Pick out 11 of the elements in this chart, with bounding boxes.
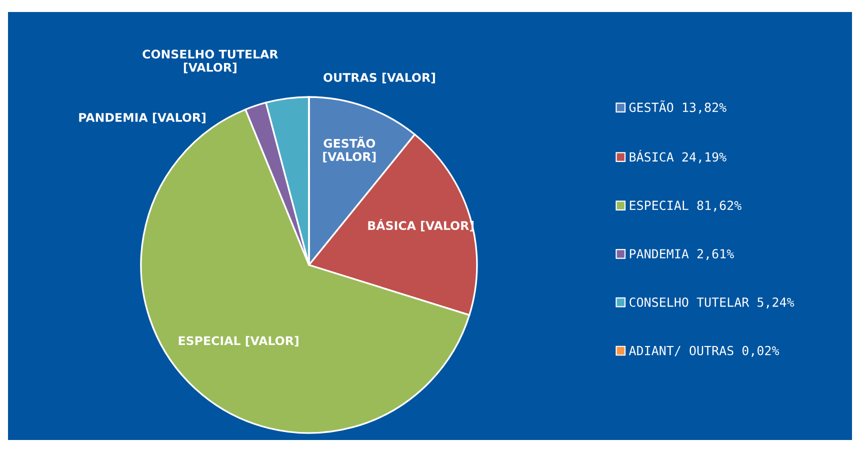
- text: CONSELHO TUTELAR [VALOR]: [142, 50, 278, 74]
- text: OUTRAS [VALOR]: [324, 72, 435, 84]
- legend-label: ESPECIAL 81,62%: [630, 200, 742, 212]
- legend-label: CONSELHO TUTELAR 5,24%: [630, 297, 794, 308]
- text: PANDEMIA [VALOR]: [79, 112, 206, 124]
- legend-label: PANDEMIA 2,61%: [630, 249, 734, 260]
- legend-label: BÁSICA 24,19%: [630, 150, 726, 164]
- legend-label: GESTÃO 13,82%: [629, 100, 726, 114]
- legend-label: ADIANT/ OUTRAS 0,02%: [628, 346, 780, 357]
- text: ESPECIAL [VALOR]: [178, 336, 298, 347]
- text: GESTÃO [VALOR]: [323, 136, 376, 162]
